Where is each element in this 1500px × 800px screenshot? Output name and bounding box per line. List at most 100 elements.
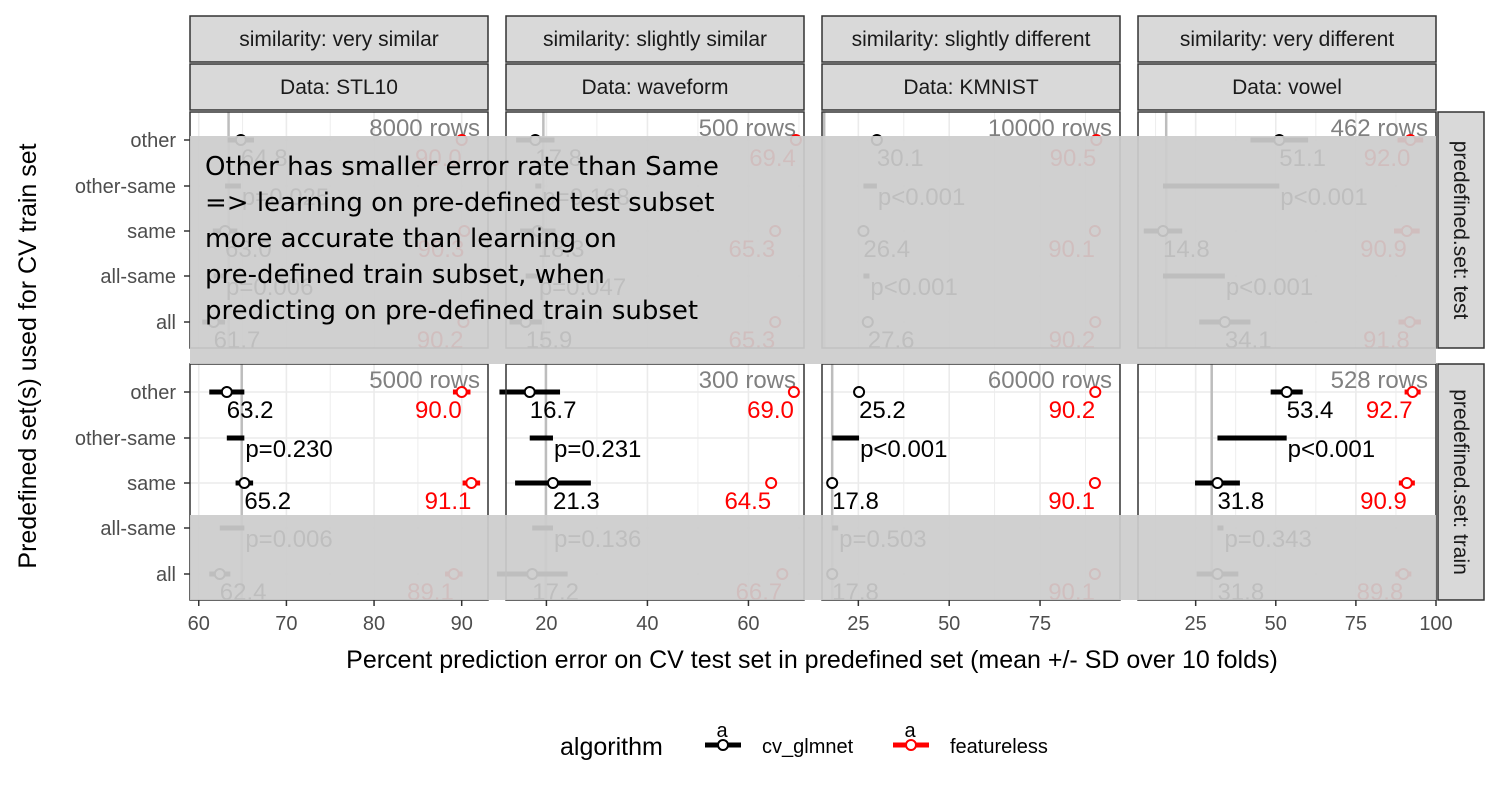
strip-background [821, 63, 1121, 111]
cv-glmnet-label: 53.4 [1287, 397, 1334, 424]
strip-data-label: Data: STL10 [280, 76, 398, 99]
featureless-point [1406, 386, 1419, 398]
legend-key: a [705, 720, 741, 751]
x-tick-label: 50 [938, 613, 960, 635]
row-strip-label: predefined.set: test [1449, 141, 1472, 320]
row-strip-label: predefined.set: train [1449, 389, 1472, 575]
cv-glmnet-point [826, 477, 839, 489]
featureless-label: 90.1 [1048, 488, 1095, 515]
y-tick-label: other [130, 130, 176, 152]
y-tick-label: all [156, 564, 176, 586]
strip-background [1137, 63, 1437, 111]
strip-similarity-label: similarity: very similar [239, 28, 439, 51]
legend-key-point [717, 739, 729, 751]
pvalue-label: p<0.001 [860, 436, 947, 463]
row-strip-background [1437, 363, 1485, 601]
x-tick-label: 70 [275, 613, 297, 635]
y-tick-label: other [130, 382, 176, 404]
y-tick-label: same [127, 473, 176, 495]
legend-key-glyph-text: a [904, 720, 916, 742]
legend-key-glyph-text: a [716, 720, 728, 742]
cv-glmnet-label: 63.2 [227, 397, 274, 424]
cv-glmnet-label: 31.8 [1217, 488, 1264, 515]
strip-similarity-label: similarity: very different [1180, 28, 1395, 51]
featureless-point [1400, 477, 1413, 489]
strip-background [1137, 15, 1437, 63]
cv-glmnet-point [853, 386, 866, 398]
featureless-point [1089, 386, 1102, 398]
strip-background [505, 15, 805, 63]
legend-entry-label: featureless [950, 736, 1048, 758]
strip-data-label: Data: KMNIST [903, 76, 1039, 99]
annotation-text-line: => learning on pre-defined test subset [205, 188, 714, 218]
featureless-point [465, 477, 478, 489]
x-tick-label: 75 [1345, 613, 1367, 635]
strip-background [189, 15, 489, 63]
strip-similarity-label: similarity: slightly similar [543, 28, 767, 51]
strip-data-label: Data: vowel [1232, 76, 1342, 99]
cv-glmnet-label: 16.7 [530, 397, 577, 424]
strip-similarity-label: similarity: slightly different [852, 28, 1091, 51]
x-tick-label: 40 [636, 613, 658, 635]
pvalue-label: p=0.230 [245, 436, 332, 463]
y-tick-label: other-same [75, 428, 176, 450]
y-tick-label: other-same [75, 176, 176, 198]
featureless-point [1088, 477, 1101, 489]
featureless-label: 92.7 [1366, 397, 1413, 424]
cv-glmnet-label: 21.3 [553, 488, 600, 515]
featureless-point [787, 386, 800, 398]
annotation-text-line: more accurate than learning on [205, 224, 617, 254]
y-tick-label: all-same [100, 266, 176, 288]
annotation-box [190, 136, 1436, 364]
annotation-text-line: Other has smaller error rate than Same [205, 152, 719, 182]
y-axis-title: Predefined set(s) used for CV train set [14, 143, 42, 568]
cv-glmnet-point [220, 386, 233, 398]
row-strip-background [1437, 111, 1485, 349]
cv-glmnet-point [523, 386, 536, 398]
cv-glmnet-label: 65.2 [244, 488, 291, 515]
strip-background [505, 63, 805, 111]
x-tick-label: 25 [1185, 613, 1207, 635]
cv-glmnet-point [546, 477, 559, 489]
x-tick-label: 60 [188, 613, 210, 635]
x-ticks: 60 70 80 90 20 40 60 25 50 75 25 50 75 100 [188, 600, 1453, 635]
cv-glmnet-label: 25.2 [859, 397, 906, 424]
y-ticks: other other-same same all-same all other other… [75, 130, 190, 586]
x-tick-label: 100 [1419, 613, 1452, 635]
cv-glmnet-label: 17.8 [832, 488, 879, 515]
featureless-point [765, 477, 778, 489]
x-tick-label: 50 [1265, 613, 1287, 635]
annotation-overlay: Other has smaller error rate than Same =>… [190, 136, 1436, 600]
cv-glmnet-point [1211, 477, 1224, 489]
featureless-point [455, 386, 468, 398]
featureless-label: 91.1 [425, 488, 472, 515]
x-tick-label: 75 [1029, 613, 1051, 635]
legend: algorithm a cv_glmnet a featureless [560, 720, 1048, 761]
annotation-text-line: pre-defined train subset, when [205, 260, 605, 290]
annotation-box-bottom [190, 515, 1436, 600]
cv-glmnet-point [238, 477, 251, 489]
rows-count-label: 300 rows [699, 367, 796, 394]
y-tick-label: all [156, 312, 176, 334]
y-tick-label: same [127, 221, 176, 243]
x-tick-label: 20 [535, 613, 557, 635]
pvalue-label: p=0.231 [554, 436, 641, 463]
strip-data-label: Data: waveform [581, 76, 728, 99]
x-tick-label: 25 [847, 613, 869, 635]
legend-key: a [893, 720, 929, 751]
cv-glmnet-point [1280, 386, 1293, 398]
featureless-label: 90.0 [415, 397, 462, 424]
x-tick-label: 90 [451, 613, 473, 635]
annotation-text-line: predicting on pre-defined train subset [205, 296, 698, 326]
featureless-label: 90.2 [1049, 397, 1096, 424]
strip-background [821, 15, 1121, 63]
x-axis-title: Percent prediction error on CV test set … [346, 646, 1278, 674]
x-tick-label: 80 [363, 613, 385, 635]
y-tick-label: all-same [100, 518, 176, 540]
featureless-label: 90.9 [1360, 488, 1407, 515]
strip-background [189, 63, 489, 111]
legend-title: algorithm [560, 733, 663, 761]
x-tick-label: 60 [737, 613, 759, 635]
legend-key-point [905, 739, 917, 751]
